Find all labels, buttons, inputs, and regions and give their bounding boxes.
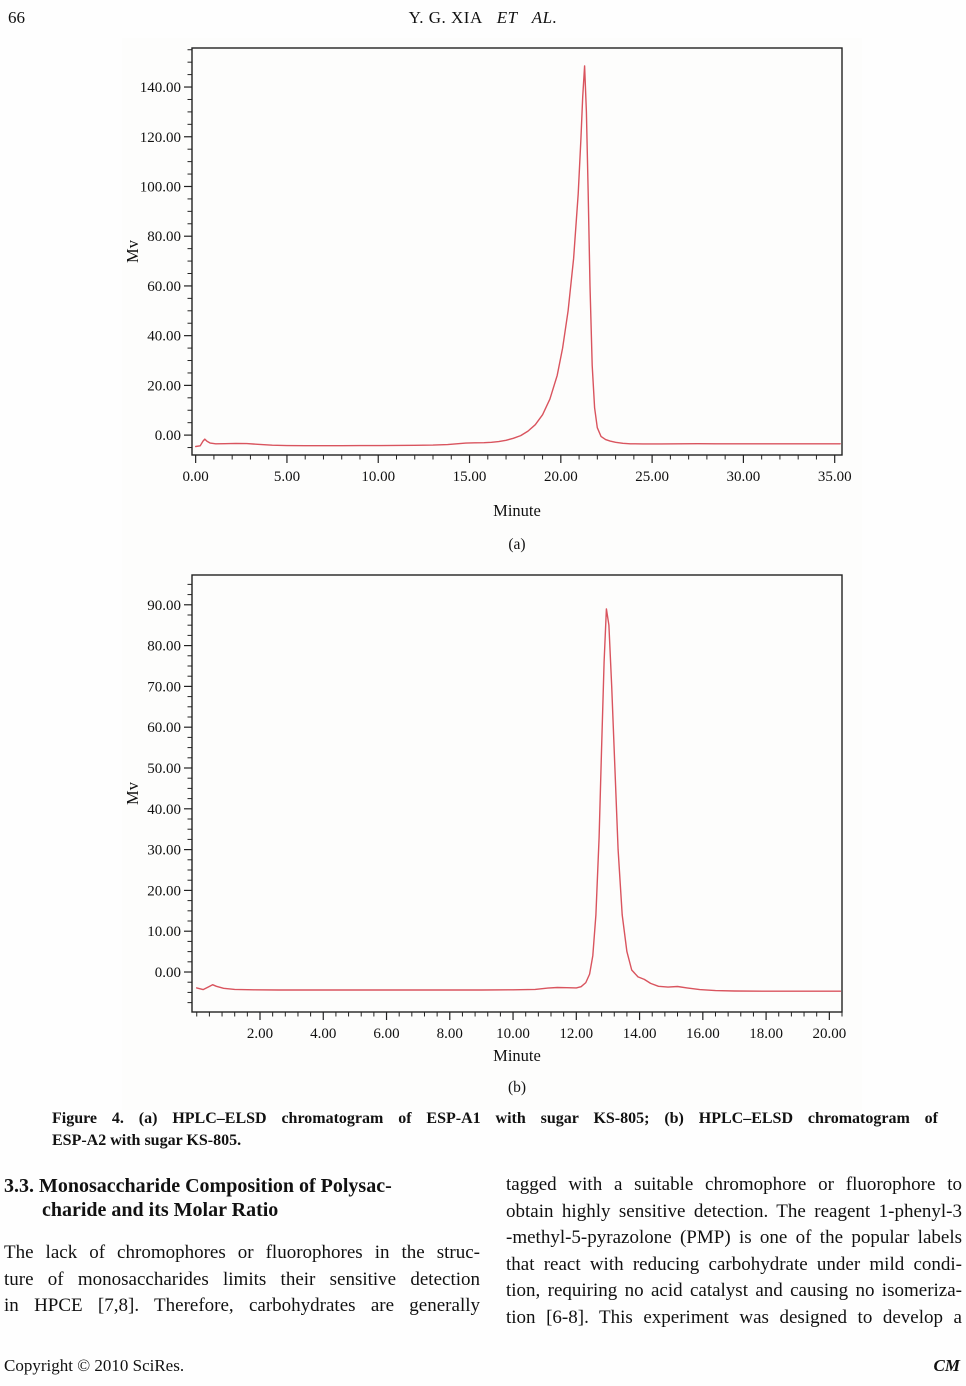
x-tick-label: 4.00 [310, 1026, 336, 1042]
y-tick-label: 0.00 [155, 965, 181, 981]
y-tick-label: 60.00 [147, 279, 181, 295]
body-text-line: obtain highly sensitive detection. The r… [506, 1200, 962, 1222]
x-tick-label: 18.00 [749, 1026, 783, 1042]
sub-caption: (a) [508, 536, 525, 553]
y-tick-label: 80.00 [147, 229, 181, 245]
body-text-line: that react with reducing carbohydrate un… [506, 1253, 962, 1275]
x-tick-label: 10.00 [361, 469, 395, 485]
section-heading-line: charide and its Molar Ratio [42, 1199, 279, 1221]
x-tick-label: 25.00 [635, 469, 669, 485]
sub-caption: (b) [508, 1079, 526, 1096]
chromatogram-b: 2.00 4.00 6.00 8.00 10.00 12.00 14.00 16.00 18.0… [123, 574, 846, 1096]
body-text-line: ture of monosaccharides limits their sen… [4, 1268, 480, 1290]
y-tick-label: 90.00 [147, 598, 181, 614]
body-text-line: tion, requiring no acid catalyst and cau… [506, 1280, 962, 1301]
running-head-etal: ET AL. [496, 8, 558, 27]
y-tick-label: 80.00 [147, 639, 181, 655]
section-heading-line: 3.3. Monosaccharide Composition of Polys… [4, 1175, 392, 1197]
body-text-line: -methyl-5-pyrazolone (PMP) is one of the… [506, 1227, 962, 1248]
y-tick-label: 0.00 [155, 428, 181, 444]
running-head-authors: Y. G. XIA [408, 8, 483, 27]
x-tick-label: 5.00 [274, 469, 300, 485]
x-tick-label: 0.00 [183, 469, 209, 485]
figure-caption-line: Figure 4. (a) HPLC–ELSD chromatogram of … [52, 1110, 938, 1127]
x-tick-label: 10.00 [496, 1026, 530, 1042]
x-tick-label: 14.00 [623, 1026, 657, 1042]
body-text-line: tagged with a suitable chromophore or fl… [506, 1174, 962, 1195]
x-tick-label: 20.00 [544, 469, 578, 485]
x-tick-label: 8.00 [437, 1026, 463, 1042]
y-tick-label: 20.00 [147, 883, 181, 899]
body-text-line: tion [6-8]. This experiment was designed… [506, 1306, 962, 1328]
figure-4: 0.00 5.00 10.00 15.00 20.00 25.00 30.00 35.00 0.… [122, 38, 862, 1110]
plot-frame [191, 574, 843, 1013]
y-tick-label: 20.00 [147, 378, 181, 394]
y-axis-title: Mv [123, 239, 142, 263]
body-column-right: tagged with a suitable chromophore or fl… [506, 1172, 962, 1331]
x-tick-label: 20.00 [812, 1026, 846, 1042]
y-tick-label: 70.00 [147, 679, 181, 695]
chromatogram-a: 0.00 5.00 10.00 15.00 20.00 25.00 30.00 35.00 0.… [123, 47, 852, 553]
section-heading: 3.3. Monosaccharide Composition of Polys… [4, 1174, 488, 1222]
y-tick-label: 100.00 [140, 179, 181, 195]
y-tick-label: 60.00 [147, 720, 181, 736]
x-axis-title: Minute [493, 1046, 541, 1065]
running-head: Y. G. XIA ET AL. [0, 8, 966, 28]
x-axis-title: Minute [493, 501, 541, 520]
y-tick-label: 140.00 [140, 80, 181, 96]
y-tick-label: 30.00 [147, 843, 181, 859]
x-tick-label: 2.00 [247, 1026, 273, 1042]
body-text-line: in HPCE [7,8]. Therefore, carbohydrates … [4, 1295, 480, 1316]
figure-caption: Figure 4. (a) HPLC–ELSD chromatogram of … [52, 1108, 938, 1152]
chromatogram-trace [196, 608, 842, 992]
x-tick-label: 12.00 [559, 1026, 593, 1042]
y-axis-title: Mv [123, 781, 142, 805]
x-tick-label: 15.00 [453, 469, 487, 485]
footer-journal-code: CM [933, 1356, 960, 1375]
body-column-left: The lack of chromophores or fluorophores… [4, 1240, 480, 1320]
page-number: 66 [8, 8, 25, 27]
x-tick-label: 35.00 [818, 469, 852, 485]
y-tick-label: 40.00 [147, 802, 181, 818]
figure-caption-line: ESP-A2 with sugar KS-805. [52, 1132, 242, 1149]
body-text-line: The lack of chromophores or fluorophores… [4, 1242, 480, 1263]
footer-copyright: Copyright © 2010 SciRes. [4, 1356, 185, 1375]
chromatogram-trace [195, 65, 841, 448]
y-tick-label: 40.00 [147, 329, 181, 345]
x-tick-label: 16.00 [686, 1026, 720, 1042]
plot-frame [191, 47, 843, 456]
y-tick-label: 10.00 [147, 924, 181, 940]
y-tick-label: 120.00 [140, 130, 181, 146]
x-tick-label: 30.00 [727, 469, 761, 485]
x-tick-label: 6.00 [373, 1026, 399, 1042]
y-tick-label: 50.00 [147, 761, 181, 777]
